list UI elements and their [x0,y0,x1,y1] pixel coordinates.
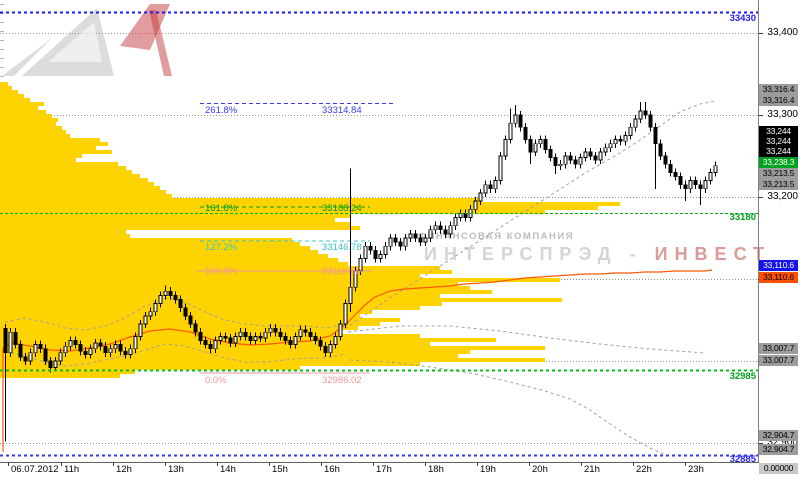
y-axis-tick [758,33,763,34]
y-axis-tick [758,443,763,444]
x-axis-tick [529,462,530,466]
y-axis-tick-label: 33,400 [767,27,798,38]
x-axis-tick [581,462,582,466]
x-axis-tick-label: 12h [116,464,132,475]
fib-value-label: 33314.84 [322,104,362,116]
x-axis-tick [633,462,634,466]
x-axis-tick-label: 18h [428,464,444,475]
x-axis-tick [269,462,270,466]
price-marker: 0.00000 [759,463,798,474]
y-axis-tick-label: 32,900 [767,437,798,448]
y-axis-tick-label: 33,300 [767,109,798,120]
x-axis-tick [165,462,166,466]
fib-percent-label: 161.8% [205,202,238,214]
level-label: 32885 [729,454,756,465]
level-label: 33180 [729,212,756,223]
x-axis-tick [425,462,426,466]
axis-frame [0,0,759,463]
y-axis-tick [758,115,763,116]
level-label: 33430 [729,13,756,24]
y-axis-tick-label: 33,200 [767,191,798,202]
x-axis-tick [8,462,9,466]
price-marker: 32,904.7 [759,430,798,441]
x-axis-tick [373,462,374,466]
x-axis-tick-label: 21h [584,464,600,475]
fib-value-label: 33146.78 [322,241,362,253]
x-axis-tick [217,462,218,466]
x-axis-tick-label: 23h [688,464,704,475]
level-label: 32985 [729,371,756,382]
x-axis-tick-label: 06.07.2012 [11,464,59,475]
price-marker: 33,244 [759,126,798,137]
x-axis-tick [685,462,686,466]
fib-value-label: 32986.02 [322,375,362,387]
price-marker: 32,904.7 [759,444,798,455]
fib-value-label: 33110.60 [322,266,361,278]
fib-percent-label: 261.8% [205,104,238,116]
price-marker: 33,244 [759,136,798,147]
y-axis-tick [758,197,763,198]
price-marker: 33,110.6 [759,272,798,283]
price-marker: 33,007.7 [759,343,798,354]
x-axis-tick [321,462,322,466]
x-axis-tick [113,462,114,466]
fib-percent-label: 0.0% [205,375,227,387]
x-axis-tick-label: 17h [376,464,392,475]
x-axis-tick-label: 13h [168,464,184,475]
x-axis-tick [61,462,62,466]
price-marker: 33,007.7 [759,355,798,366]
x-axis-tick-label: 14h [220,464,236,475]
price-marker: 33,316.4 [759,84,798,95]
x-axis-tick-label: 22h [636,464,652,475]
fib-value-label: 33188.24 [322,202,362,214]
x-axis-tick-label: 19h [480,464,496,475]
fib-percent-label: 127.2% [205,241,238,253]
x-axis-tick-label: 15h [272,464,288,475]
price-marker: 33,244 [759,146,798,157]
x-axis-tick-label: 20h [532,464,548,475]
fib-percent-label: 100.0% [205,266,238,278]
price-marker: 33,213.5 [759,179,798,190]
price-marker: 33,110.6 [759,260,798,271]
x-axis-tick [477,462,478,466]
price-marker: 33,316.4 [759,95,798,106]
x-axis-tick-label: 16h [324,464,340,475]
x-axis-tick-label: 11h [64,464,80,475]
price-marker: 33,213.5 [759,168,798,179]
price-marker: 33,238.3 [759,157,798,168]
chart-plot-layer[interactable] [0,0,758,462]
